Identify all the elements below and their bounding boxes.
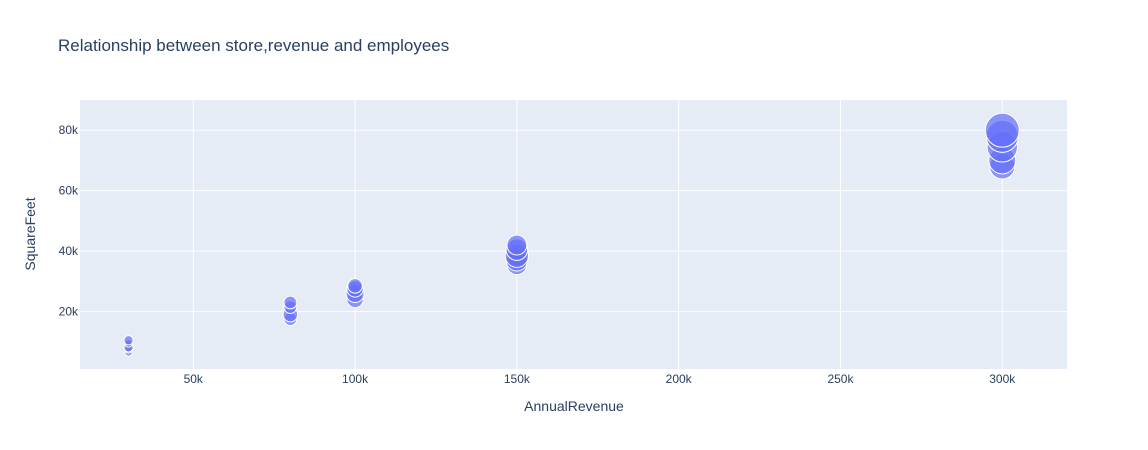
- data-points: [123, 112, 1020, 357]
- x-tick-label: 300k: [989, 372, 1016, 386]
- grid-lines: [80, 100, 1067, 369]
- chart-title: Relationship between store,revenue and e…: [58, 36, 449, 55]
- y-tick-label: 60k: [59, 184, 79, 198]
- y-axis-title: SquareFeet: [22, 197, 38, 270]
- x-tick-label: 50k: [184, 372, 204, 386]
- x-tick-label: 100k: [342, 372, 369, 386]
- data-point[interactable]: [347, 278, 363, 294]
- data-point[interactable]: [984, 112, 1020, 148]
- plot-area: [80, 100, 1067, 369]
- x-tick-label: 250k: [827, 372, 854, 386]
- x-tick-label: 150k: [504, 372, 531, 386]
- x-axis-ticks: 50k 100k 150k 200k 250k 300k: [184, 372, 1017, 386]
- x-axis-title: AnnualRevenue: [524, 398, 624, 414]
- data-point[interactable]: [506, 234, 528, 256]
- data-point[interactable]: [283, 295, 298, 310]
- data-point[interactable]: [123, 335, 134, 346]
- x-tick-label: 200k: [666, 372, 693, 386]
- y-tick-label: 40k: [59, 244, 79, 258]
- y-axis-ticks: 20k 40k 60k 80k: [59, 123, 79, 318]
- y-tick-label: 80k: [59, 123, 79, 137]
- y-tick-label: 20k: [59, 305, 79, 319]
